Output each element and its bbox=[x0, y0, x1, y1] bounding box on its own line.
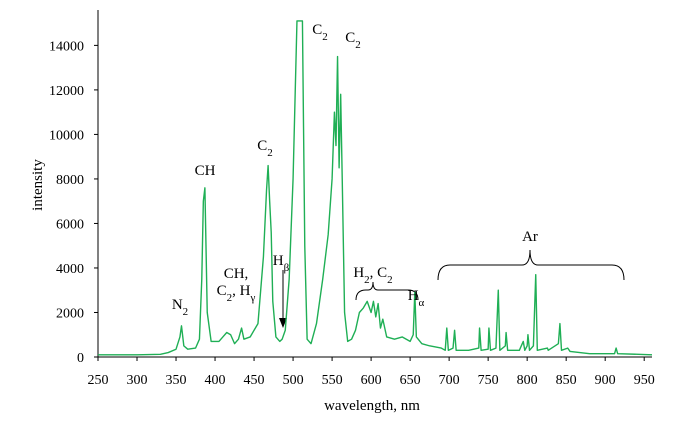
annotation-text: C bbox=[312, 22, 322, 38]
annotation-subscript: γ bbox=[249, 292, 255, 304]
annotation-text: Ar bbox=[522, 229, 538, 245]
x-tick-label: 400 bbox=[205, 373, 226, 388]
annotation-subscript: 2 bbox=[387, 274, 393, 286]
arrowhead bbox=[279, 318, 287, 328]
x-tick-label: 350 bbox=[166, 373, 187, 388]
x-tick-label: 900 bbox=[595, 373, 616, 388]
x-tick-label: 850 bbox=[556, 373, 577, 388]
annotation: CH, bbox=[224, 266, 249, 282]
annotation-subscript: 2 bbox=[364, 274, 370, 286]
annotation-text: C bbox=[257, 138, 267, 154]
y-tick-label: 0 bbox=[77, 351, 84, 366]
x-tick-label: 600 bbox=[361, 373, 382, 388]
x-tick-label: 950 bbox=[634, 373, 655, 388]
y-tick-label: 6000 bbox=[56, 217, 84, 232]
y-axis-title: intensity bbox=[30, 159, 46, 211]
bracket bbox=[437, 249, 625, 281]
x-tick-label: 500 bbox=[283, 373, 304, 388]
y-tick-label: 14000 bbox=[49, 39, 84, 54]
annotation: C2 bbox=[312, 22, 328, 43]
x-tick-label: 300 bbox=[127, 373, 148, 388]
annotation: Hβ bbox=[273, 253, 290, 274]
y-tick-label: 8000 bbox=[56, 173, 84, 188]
y-tick-label: 4000 bbox=[56, 262, 84, 277]
annotation-text: N bbox=[172, 297, 183, 313]
annotation-subscript: α bbox=[419, 297, 425, 309]
annotation-subscript: 2 bbox=[183, 306, 189, 318]
annotation-text: C bbox=[217, 283, 227, 299]
annotation: H2, C2 bbox=[353, 265, 392, 286]
annotation: C2, Hγ bbox=[217, 283, 256, 304]
annotation: C2 bbox=[345, 30, 361, 51]
annotation-subscript: 2 bbox=[355, 39, 361, 51]
annotation-subscript: 2 bbox=[267, 147, 273, 159]
annotation: Hα bbox=[408, 288, 425, 309]
x-tick-label: 250 bbox=[88, 373, 109, 388]
x-tick-label: 800 bbox=[517, 373, 538, 388]
annotation: N2 bbox=[172, 297, 188, 318]
annotation-text: H bbox=[273, 253, 284, 269]
annotation-subscript: β bbox=[284, 262, 290, 274]
y-tick-label: 2000 bbox=[56, 306, 84, 321]
x-tick-label: 700 bbox=[439, 373, 460, 388]
annotation-text: CH, bbox=[224, 266, 249, 282]
x-tick-label: 650 bbox=[400, 373, 421, 388]
annotation: Ar bbox=[522, 229, 538, 245]
x-axis-title: wavelength, nm bbox=[324, 398, 420, 414]
y-tick-label: 10000 bbox=[49, 128, 84, 143]
annotation: CH bbox=[195, 163, 216, 179]
annotation-text: , H bbox=[232, 283, 251, 299]
y-tick-label: 12000 bbox=[49, 84, 84, 99]
x-tick-label: 450 bbox=[244, 373, 265, 388]
x-tick-label: 750 bbox=[478, 373, 499, 388]
annotation-subscript: 2 bbox=[227, 292, 233, 304]
x-tick-label: 550 bbox=[322, 373, 343, 388]
annotation-text: H bbox=[408, 288, 419, 304]
annotation: C2 bbox=[257, 138, 273, 159]
annotation-text: H bbox=[353, 265, 364, 281]
spectrum-line bbox=[98, 20, 653, 356]
bracket bbox=[355, 281, 419, 301]
annotation-subscript: 2 bbox=[322, 31, 328, 43]
annotation-text: , C bbox=[370, 265, 388, 281]
annotation-text: CH bbox=[195, 163, 216, 179]
annotation-text: C bbox=[345, 30, 355, 46]
